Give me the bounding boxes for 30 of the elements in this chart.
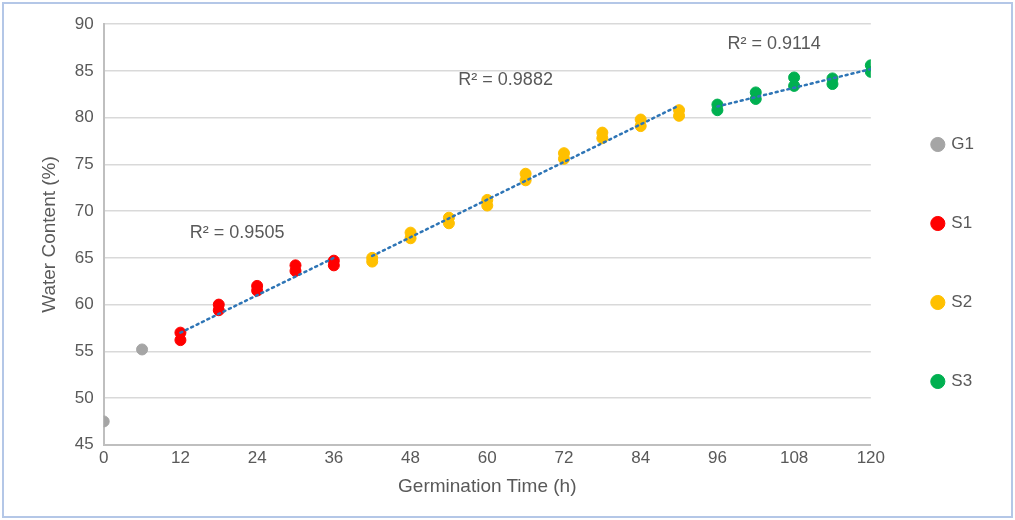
annotation: R² = 0.9505 xyxy=(189,221,285,242)
y-tick-label: 45 xyxy=(74,434,94,454)
y-tick-label: 55 xyxy=(74,341,94,361)
x-tick-label: 48 xyxy=(401,447,421,467)
y-axis-title: Water Content (%) xyxy=(37,156,59,313)
x-tick-label: 24 xyxy=(247,447,267,467)
y-tick-label: 85 xyxy=(74,60,94,80)
x-tick-label: 60 xyxy=(477,447,497,467)
legend-label: S2 xyxy=(951,292,973,312)
legend-label: G1 xyxy=(951,134,975,154)
legend-label: S1 xyxy=(951,213,973,233)
x-tick-label: 120 xyxy=(856,447,886,467)
y-tick-label: 65 xyxy=(74,247,94,267)
y-tick-label: 80 xyxy=(74,107,94,127)
x-axis-title: Germination Time (h) xyxy=(398,474,577,496)
x-tick-label: 72 xyxy=(554,447,574,467)
x-tick-label: 0 xyxy=(98,447,109,467)
annotation: R² = 0.9114 xyxy=(727,33,821,54)
y-tick-label: 60 xyxy=(74,294,94,314)
y-tick-label: 70 xyxy=(74,200,94,220)
x-tick-label: 96 xyxy=(707,447,727,467)
x-tick-label: 36 xyxy=(324,447,344,467)
y-tick-label: 50 xyxy=(74,387,94,407)
legend-label: S3 xyxy=(951,371,973,391)
y-tick-label: 90 xyxy=(74,13,94,33)
x-tick-label: 108 xyxy=(779,447,809,467)
x-tick-label: 84 xyxy=(631,447,651,467)
annotation: R² = 0.9882 xyxy=(458,69,553,90)
x-tick-label: 12 xyxy=(170,447,190,467)
y-tick-label: 75 xyxy=(74,154,94,174)
